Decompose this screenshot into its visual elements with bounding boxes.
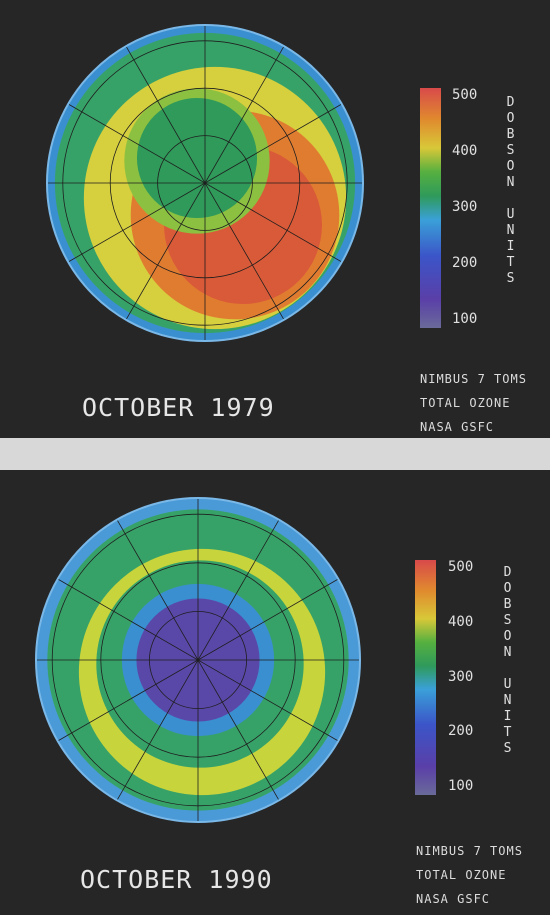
credit-line: NASA GSFC [416, 892, 490, 906]
scale-tick-label: 100 [448, 778, 473, 794]
map-title: OCTOBER 1979 [82, 393, 275, 422]
scale-tick-label: 200 [452, 255, 477, 271]
map-panel: 500 400 300 200 100 DOBSON UNITS OCTOBER 1990 N… [0, 470, 550, 915]
credit-line: NIMBUS 7 TOMS [416, 844, 523, 858]
scale-tick-label: 100 [452, 311, 477, 327]
scale-tick-label: 300 [448, 669, 473, 685]
globe [47, 25, 363, 341]
color-scale [415, 560, 436, 795]
figure: 500 400 300 200 100 DOBSON UNITS OCTOBER 1979 N… [0, 0, 550, 915]
scale-tick-label: 200 [448, 723, 473, 739]
scale-tick-label: 300 [452, 199, 477, 215]
map-title: OCTOBER 1990 [80, 865, 273, 894]
scale-unit: DOBSON UNITS [500, 565, 515, 757]
scale-unit: DOBSON UNITS [503, 95, 518, 287]
globe [36, 498, 360, 822]
color-scale [420, 88, 441, 328]
scale-tick-label: 400 [448, 614, 473, 630]
scale-tick-label: 500 [448, 559, 473, 575]
map-panel: 500 400 300 200 100 DOBSON UNITS OCTOBER 1979 N… [0, 0, 550, 438]
scale-tick-label: 400 [452, 143, 477, 159]
scale-tick-label: 500 [452, 87, 477, 103]
credit-line: NIMBUS 7 TOMS [420, 372, 527, 386]
ozone-band [137, 98, 257, 218]
credit-line: TOTAL OZONE [416, 868, 506, 882]
credit-line: NASA GSFC [420, 420, 494, 434]
credit-line: TOTAL OZONE [420, 396, 510, 410]
